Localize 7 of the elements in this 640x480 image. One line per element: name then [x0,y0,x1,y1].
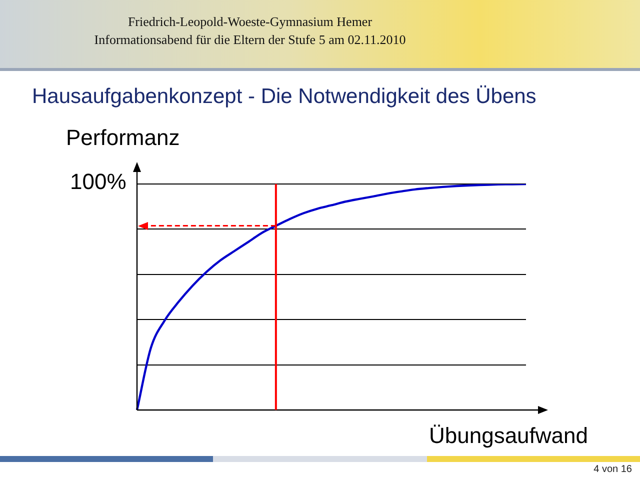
text: Friedrich-Leopold-Woeste-Gymnasium Hemer [126,14,374,30]
y-axis-title: Performanz [66,125,180,150]
x-axis-title: Übungsaufwand [428,423,588,448]
chart-title: Hausaufgabenkonzept - Die Notwendigkeit des Übens [32,85,536,108]
text: Informationsabend für die Eltern der Stufe 5 am 02.11.2010 [93,32,407,48]
text: 4 von 16 [594,464,632,475]
text: 100% [70,169,126,194]
